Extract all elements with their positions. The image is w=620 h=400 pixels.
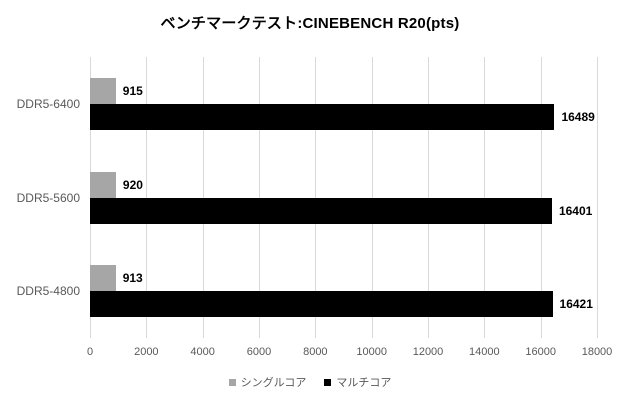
bar-single-core (90, 265, 116, 292)
data-label: 16401 (558, 203, 593, 218)
legend-item: マルチコア (324, 374, 391, 390)
data-label: 16489 (561, 109, 595, 124)
x-tick-label: 0 (86, 346, 94, 358)
x-tick-label: 6000 (246, 346, 272, 358)
data-label: 913 (122, 271, 143, 286)
bar-single-core (90, 171, 116, 198)
plot-area: 915 16489 920 16401 913 16421 (90, 57, 598, 338)
x-tick-label: 4000 (190, 346, 215, 358)
x-tick-label: 10000 (356, 346, 387, 358)
x-tick-label: 2000 (134, 346, 159, 358)
category-label: DDR5-5600 (16, 190, 80, 205)
data-label: 915 (122, 83, 143, 98)
category-label: DDR5-4800 (16, 284, 80, 299)
bar-multi-core (90, 291, 553, 318)
x-tick-label: 18000 (581, 346, 613, 358)
data-label: 920 (122, 177, 143, 192)
x-tick-label: 12000 (412, 346, 444, 358)
bar-multi-core (90, 197, 552, 224)
legend: シングルコア マルチコア (0, 374, 620, 390)
x-tick-label: 8000 (303, 346, 328, 358)
category-label: DDR5-6400 (16, 96, 80, 111)
gridline (597, 57, 598, 338)
legend-swatch-icon (228, 378, 236, 386)
chart-title: ベンチマークテスト:CINEBENCH R20(pts) (160, 15, 460, 32)
legend-item: シングルコア (228, 374, 307, 390)
bar-multi-core (90, 103, 555, 130)
x-tick-label: 16000 (525, 346, 556, 358)
x-tick-label: 14000 (469, 346, 500, 358)
legend-label: シングルコア (240, 377, 307, 389)
data-label: 16421 (559, 297, 593, 312)
bar-single-core (90, 77, 116, 104)
legend-swatch-icon (324, 378, 332, 386)
legend-label: マルチコア (336, 377, 392, 389)
